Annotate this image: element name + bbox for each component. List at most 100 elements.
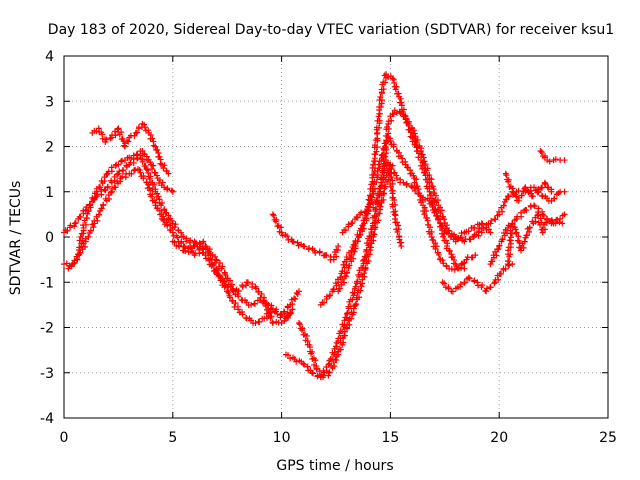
data-point (505, 244, 512, 251)
data-marks (61, 71, 568, 381)
data-point (374, 129, 381, 136)
data-point (383, 124, 390, 131)
data-point (375, 161, 382, 168)
data-point (432, 240, 439, 247)
series-track-5 (158, 215, 296, 322)
series-track-7 (191, 238, 294, 326)
data-point (164, 185, 171, 192)
series-track-17 (504, 211, 566, 268)
data-point (258, 290, 265, 297)
y-tick-label: -4 (40, 411, 54, 427)
data-point (393, 83, 400, 90)
data-point (252, 319, 259, 326)
data-point (74, 256, 81, 263)
data-point (488, 217, 495, 224)
data-point (441, 216, 448, 223)
data-point (294, 291, 301, 298)
data-point (457, 281, 464, 288)
data-point (370, 161, 377, 168)
data-point (225, 284, 232, 291)
x-axis-label: GPS time / hours (276, 458, 393, 474)
data-point (273, 308, 280, 315)
data-point (413, 139, 420, 146)
data-point (426, 179, 433, 186)
data-point (98, 205, 105, 212)
y-tick-label: 0 (45, 230, 54, 246)
data-point (551, 195, 558, 202)
data-point (130, 156, 137, 163)
data-point (145, 181, 152, 188)
data-point (131, 132, 138, 139)
data-point (388, 166, 395, 173)
x-tick-label: 25 (599, 430, 617, 446)
data-point (111, 184, 118, 191)
data-point (175, 227, 182, 234)
data-point (557, 215, 564, 222)
series-track-1 (61, 148, 176, 269)
data-point (489, 258, 496, 265)
data-point (472, 252, 479, 259)
data-point (284, 352, 291, 359)
data-point (380, 79, 387, 86)
data-point (300, 331, 307, 338)
data-point (327, 355, 334, 362)
data-point (165, 170, 172, 177)
data-point (64, 227, 71, 234)
data-point (108, 164, 115, 171)
data-point (379, 163, 386, 170)
x-tick-label: 10 (273, 430, 291, 446)
data-point (473, 231, 480, 238)
data-point (235, 306, 242, 313)
data-point (496, 242, 503, 249)
data-point (548, 188, 555, 195)
data-point (220, 278, 227, 285)
data-point (466, 275, 473, 282)
data-point (169, 229, 176, 236)
data-point (385, 73, 392, 80)
data-point (502, 265, 509, 272)
data-point (196, 245, 203, 252)
data-point (487, 284, 494, 291)
y-tick-label: 3 (45, 94, 54, 110)
data-point (118, 158, 125, 165)
data-point (457, 283, 464, 290)
series-track-2 (61, 152, 198, 250)
data-point (405, 120, 412, 127)
data-point (361, 270, 368, 277)
data-point (296, 288, 303, 295)
data-point (439, 233, 446, 240)
data-point (392, 219, 399, 226)
data-point (227, 277, 234, 284)
data-point (150, 162, 157, 169)
data-point (561, 157, 568, 164)
data-point (380, 167, 387, 174)
data-point (505, 258, 512, 265)
data-point (411, 179, 418, 186)
data-point (355, 287, 362, 294)
data-point (248, 301, 255, 308)
data-point (513, 193, 520, 200)
data-point (137, 169, 144, 176)
data-point (526, 224, 533, 231)
data-point (333, 246, 340, 253)
data-point (272, 218, 279, 225)
data-point (471, 224, 478, 231)
series-track-10 (296, 161, 468, 381)
data-point (426, 230, 433, 237)
data-point (119, 157, 126, 164)
data-point (373, 196, 380, 203)
data-point (537, 215, 544, 222)
data-point (479, 220, 486, 227)
data-point (251, 300, 258, 307)
data-point (212, 253, 219, 260)
data-point (343, 310, 350, 317)
data-point (390, 143, 397, 150)
data-point (114, 171, 121, 178)
data-point (348, 251, 355, 258)
data-point (161, 162, 168, 169)
data-point (182, 248, 189, 255)
data-point (269, 319, 276, 326)
data-point (370, 200, 377, 207)
data-point (134, 155, 141, 162)
